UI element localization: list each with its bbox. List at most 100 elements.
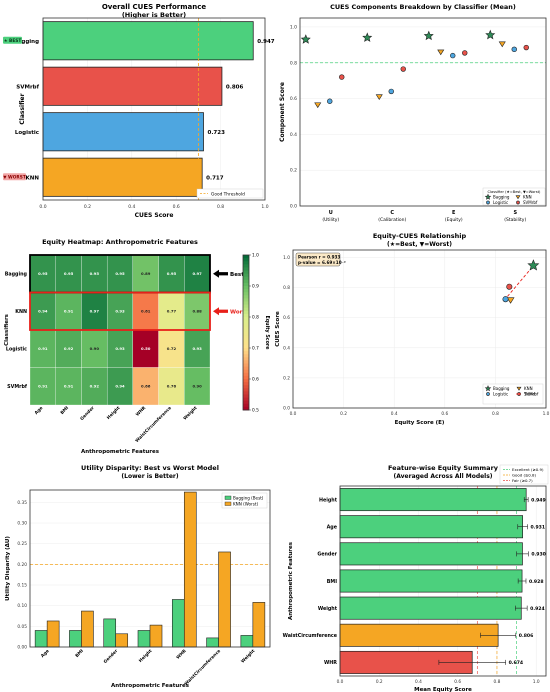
heatmap-value: 0.94 [115,384,125,389]
category-label: BMI [74,648,85,659]
y-tick-label: 0.4 [290,132,297,138]
bar [42,66,223,106]
bar [339,596,522,620]
legend-box [196,188,264,199]
bar [339,569,523,593]
x-axis-label: Anthropometric Features [81,449,160,455]
category-sublabel: (Utility) [322,217,339,223]
x-tick-label: 0.6 [441,411,448,417]
bar-value-label: 0.949 [531,497,546,503]
heatmap-value: 0.95 [167,271,177,276]
colorbar-segment [243,348,249,352]
legend-label: SVMrbf [524,392,539,397]
y-axis-label: Classifier [19,93,26,124]
legend-label: KNN [524,386,533,391]
colorbar-segment [243,279,249,284]
colorbar-segment [243,264,249,268]
category-label: Gender [102,648,119,665]
column-label: Age [33,405,44,416]
legend-label: Logistic [493,392,508,397]
legend-label: Good Threshold [211,192,245,198]
colorbar-segment [243,313,249,318]
y-tick-label: 0.6 [283,315,290,321]
category-label: Weight [240,648,256,664]
colorbar-segment [243,397,249,402]
legend-label: Bagging (Best) [233,495,264,500]
colorbar-segment [243,391,249,395]
chart-title: Equity-CUES Relationship [373,232,467,240]
colorbar-segment [243,298,249,302]
heatmap-value: 0.93 [115,346,125,351]
y-tick-label: 0.20 [17,562,27,568]
heatmap-value: 0.91 [64,309,74,314]
legend-box [482,383,544,405]
bar-value-label: 0.806 [519,633,534,639]
heatmap-value: 0.91 [38,384,48,389]
chart-subtitle: (Higher is Better) [122,11,186,19]
data-point [314,102,322,109]
colorbar-segment [243,406,249,411]
colorbar-segment [243,273,249,278]
plot-frame [29,489,271,648]
heatmap-cell [158,254,185,293]
colorbar-segment [243,276,249,281]
y-tick-label: 0.05 [17,624,27,630]
colorbar-segment [243,329,249,333]
colorbar-tick-label: 0.5 [252,408,259,414]
x-axis-label: CUES Score [135,212,174,219]
colorbar-segment [243,354,249,358]
legend-label: Bagging [493,386,510,391]
colorbar-tick-label: 0.7 [252,346,259,352]
heatmap-value: 0.76 [167,384,177,389]
x-tick-label: 0.4 [415,679,422,685]
bar-value-label: 0.928 [529,579,544,585]
y-tick-label: 0.4 [283,345,290,351]
plot-frame [292,249,547,409]
data-point [450,52,456,59]
colorbar-segment [243,379,249,383]
bar [252,602,266,648]
chart-title: Equity Heatmap: Anthropometric Features [42,238,198,246]
worst-arrow [213,307,228,316]
category-label: WHR [175,648,188,661]
x-tick-label: 0.0 [337,679,344,685]
x-tick-label: 0.4 [128,204,135,210]
category-label: BMI [327,579,337,585]
category-label: U [329,210,333,216]
bar [34,630,48,648]
x-tick-label: 0.2 [340,411,347,417]
heatmap-cell [55,367,82,406]
heatmap-cell [81,292,108,331]
heatmap-value: 0.61 [141,309,151,314]
y-tick-label: 0.25 [17,541,27,547]
worst-badge-bg [3,173,26,181]
category-label: WHR [324,660,337,666]
y-tick-label: 0.35 [17,500,27,506]
data-point [327,98,333,104]
x-tick-label: 0.6 [173,204,180,210]
heatmap-cell [29,254,56,293]
y-tick-label: 0.0 [290,204,297,210]
y-tick-label: 1.0 [290,24,297,30]
legend-label: KNN [523,195,532,200]
colorbar-segment [243,326,249,330]
colorbar-segment [243,292,249,296]
bar-value-label: 0.723 [208,130,226,136]
colorbar-tick-label: 0.9 [252,284,259,290]
colorbar-segment [243,394,249,398]
colorbar-segment [243,270,249,274]
data-point [502,296,509,303]
bar [183,491,197,648]
heatmap-value: 0.95 [115,271,125,276]
colorbar-segment [243,332,249,336]
heatmap-value: 0.92 [64,346,74,351]
worst-row-highlight [29,291,211,331]
legend-label: Good (≥0.8) [512,473,536,478]
heatmap-value: 0.95 [64,271,74,276]
column-label: Weight [182,405,198,421]
colorbar-segment [243,310,249,315]
y-axis-label: Classifiers [4,313,10,346]
x-tick-label: 1.0 [533,679,540,685]
y-axis-label: Utility Disparity (ΔU) [5,536,11,601]
